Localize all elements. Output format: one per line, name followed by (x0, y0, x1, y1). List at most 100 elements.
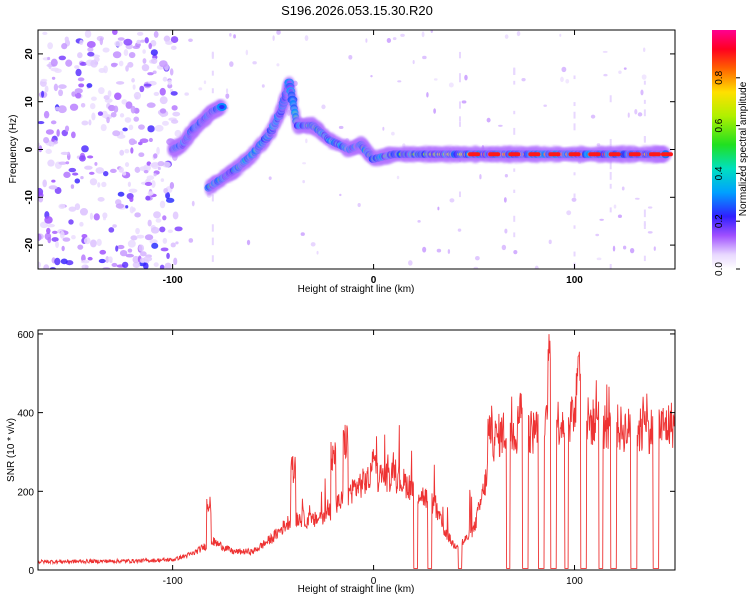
noise-speckle (74, 92, 82, 99)
noise-speckle (38, 142, 41, 147)
noise-speckle (162, 215, 167, 221)
noise-speckle (400, 33, 405, 37)
ridge-peak (488, 152, 501, 157)
noise-speckle (148, 42, 152, 50)
streak-mark (643, 255, 646, 262)
noise-speckle (150, 49, 158, 56)
noise-speckle (548, 239, 552, 245)
noise-speckle (162, 120, 169, 126)
noise-speckle (134, 212, 141, 218)
noise-speckle (473, 266, 479, 269)
ridge-core (219, 104, 225, 109)
noise-speckle (561, 66, 567, 73)
noise-speckle (165, 197, 175, 203)
y-tick-label: 20 (24, 48, 35, 60)
noise-speckle (133, 116, 140, 122)
noise-speckle (543, 104, 547, 107)
noise-speckle (124, 117, 132, 123)
snr-y-axis: 0 200 400 600 (17, 330, 675, 577)
noise-speckle (122, 127, 128, 132)
noise-speckle (54, 106, 60, 111)
noise-speckle (139, 138, 149, 144)
noise-speckle (44, 85, 49, 93)
streak-mark (513, 80, 516, 85)
noise-speckle (70, 131, 76, 139)
noise-speckle (130, 147, 134, 154)
noise-speckle (157, 166, 161, 171)
noise-speckle (87, 155, 94, 159)
noise-speckle (498, 124, 503, 127)
noise-speckle (623, 67, 627, 70)
noise-speckle (59, 230, 65, 239)
x-tick-label: 0 (371, 576, 377, 587)
noise-speckle (43, 264, 50, 269)
noise-speckle (138, 244, 145, 252)
noise-speckle (316, 250, 319, 255)
noise-speckle (79, 155, 86, 162)
noise-speckle (97, 197, 105, 202)
noise-speckle (115, 245, 119, 252)
noise-speckle (617, 214, 622, 219)
noise-speckle (233, 34, 236, 39)
spectrogram-image (38, 30, 673, 269)
noise-speckle (89, 103, 96, 110)
noise-speckle (60, 151, 69, 155)
streak-mark (513, 110, 516, 115)
noise-speckle (81, 234, 88, 239)
y-tick-label: 400 (17, 409, 34, 420)
noise-speckle (136, 31, 144, 36)
noise-speckle (154, 124, 164, 132)
noise-speckle (118, 60, 124, 67)
noise-speckle (50, 58, 58, 67)
noise-speckle (63, 171, 71, 178)
noise-speckle (78, 83, 85, 88)
noise-speckle (559, 33, 562, 37)
noise-speckle (43, 110, 50, 119)
noise-speckle (172, 211, 179, 220)
noise-speckle (203, 80, 207, 85)
noise-speckle (98, 87, 105, 95)
noise-speckle (68, 219, 74, 225)
streak-mark (643, 109, 646, 117)
noise-speckle (612, 245, 616, 252)
noise-speckle (121, 99, 128, 105)
noise-speckle (51, 237, 59, 242)
streak-mark (573, 123, 576, 131)
streak-mark (573, 225, 576, 229)
noise-speckle (300, 232, 305, 236)
noise-speckle (426, 92, 429, 98)
noise-speckle (77, 244, 84, 250)
noise-speckle (110, 62, 118, 68)
noise-speckle (56, 129, 60, 137)
noise-speckle (68, 167, 77, 173)
noise-speckle (167, 229, 173, 234)
streak-mark (643, 223, 646, 229)
noise-speckle (117, 244, 125, 250)
streak-mark (211, 52, 214, 59)
noise-speckle (339, 193, 342, 197)
noise-speckle (402, 143, 406, 148)
noise-speckle (173, 257, 178, 266)
noise-speckle (40, 78, 48, 82)
noise-speckle (94, 161, 98, 166)
noise-speckle (53, 83, 59, 92)
streak-mark (513, 189, 516, 193)
noise-speckle (58, 55, 67, 61)
noise-speckle (143, 262, 149, 269)
noise-speckle (47, 159, 55, 167)
noise-speckle (107, 90, 112, 98)
noise-speckle (153, 211, 161, 219)
noise-speckle (140, 39, 146, 43)
noise-speckle (188, 38, 193, 42)
noise-speckle (125, 101, 133, 109)
noise-speckle (595, 233, 600, 237)
noise-speckle (157, 160, 165, 167)
noise-speckle (77, 52, 83, 59)
noise-speckle (124, 148, 130, 154)
noise-speckle (98, 258, 106, 264)
y-tick-label: -10 (24, 190, 35, 205)
noise-speckle (115, 81, 125, 85)
noise-speckle (129, 206, 135, 214)
noise-speckle (96, 238, 102, 247)
noise-speckle (370, 74, 373, 78)
